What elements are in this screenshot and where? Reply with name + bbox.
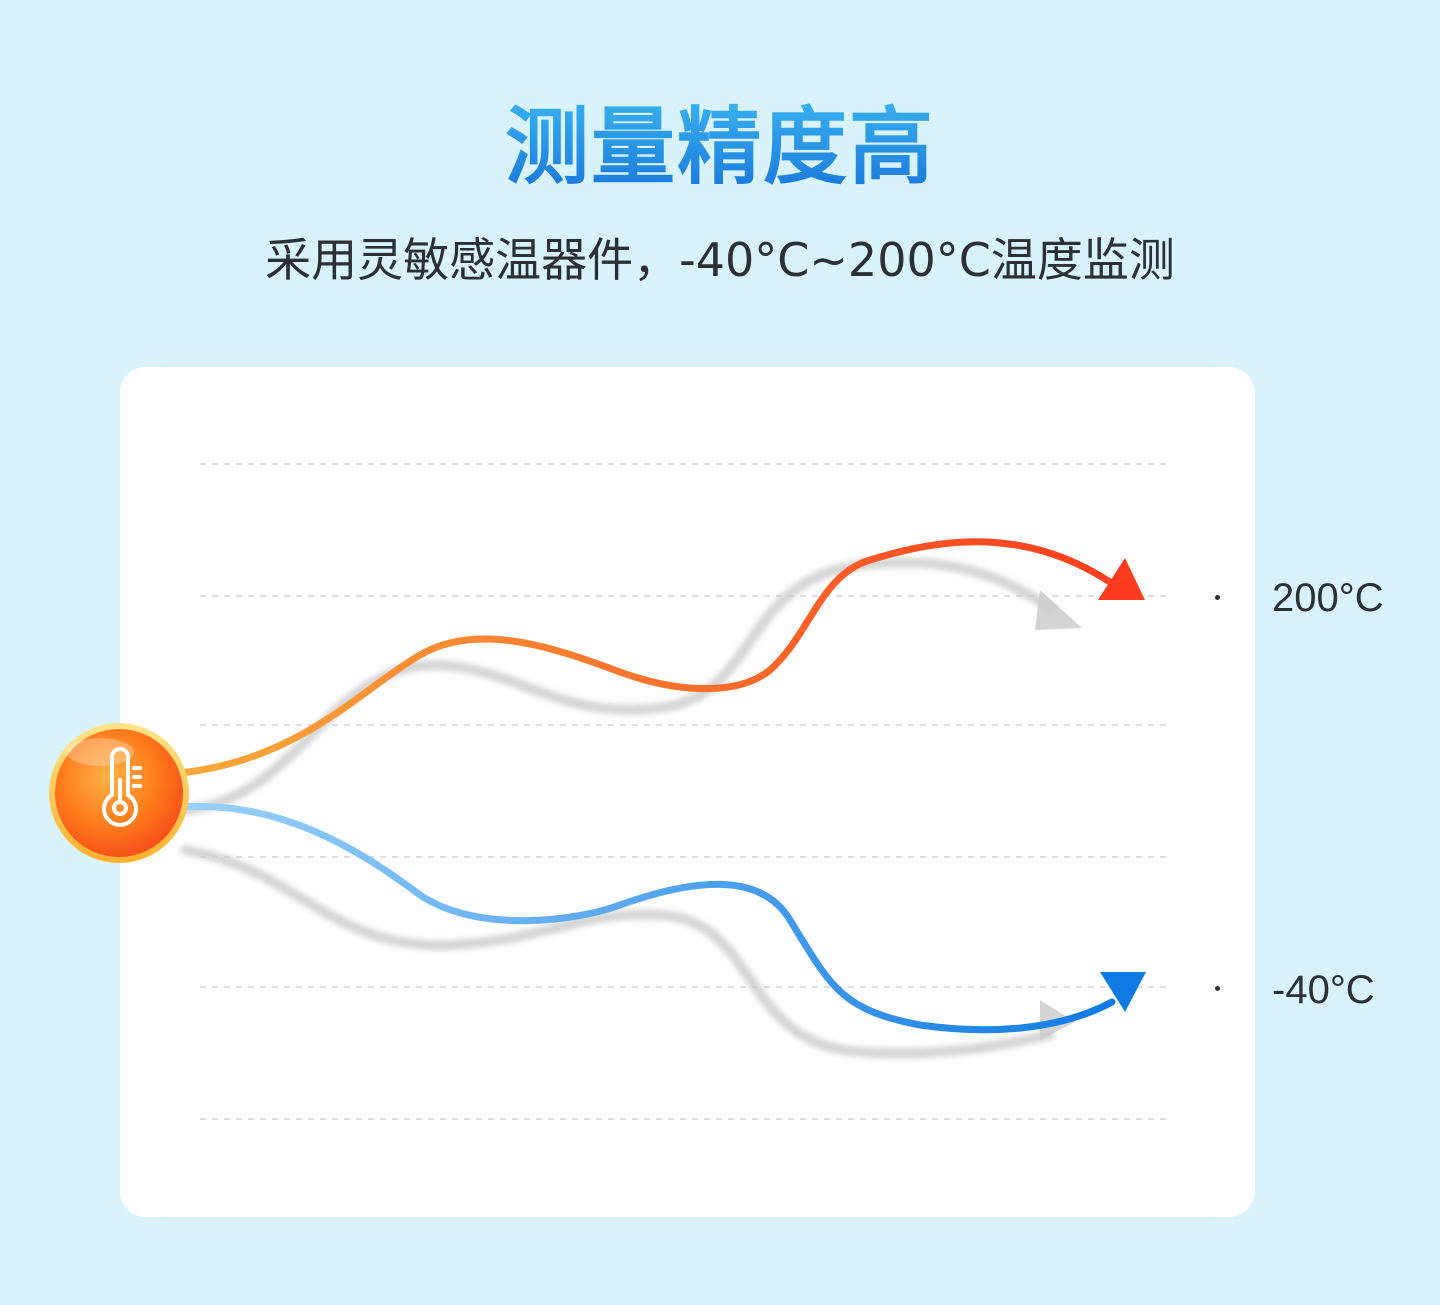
high-temperature-label: 200°C	[1272, 576, 1384, 620]
high-arrow-icon	[1098, 558, 1145, 600]
arrow-shadows	[1035, 590, 1082, 1040]
low-arrow-icon	[1100, 972, 1146, 1012]
low-temperature-label: -40°C	[1272, 968, 1375, 1012]
thermometer-icon	[102, 747, 142, 827]
high-curve-shadow	[180, 557, 1055, 815]
low-curve-shadow	[180, 845, 1055, 1059]
thermometer-ball	[49, 723, 189, 863]
grid-lines	[200, 463, 1172, 1120]
chart-card	[120, 367, 1255, 1217]
high-temperature-curve	[176, 538, 1114, 777]
page-title: 测量精度高	[0, 92, 1440, 202]
curve-shadows	[180, 557, 1055, 1059]
high-arrow-shadow	[1035, 590, 1082, 630]
low-temperature-curve	[176, 802, 1116, 1034]
page-subtitle: 采用灵敏感温器件，-40°C~200°C温度监测	[265, 233, 1175, 287]
high-label-marker	[1215, 595, 1220, 600]
low-label-marker	[1215, 986, 1220, 991]
